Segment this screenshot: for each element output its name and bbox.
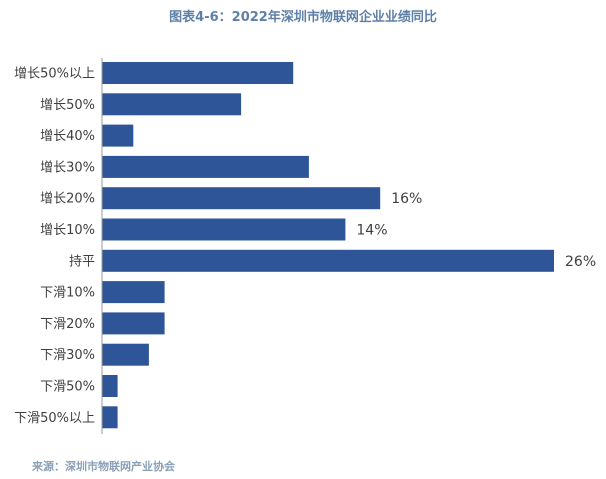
data-labels-layer: 16%14% 26% bbox=[356, 191, 596, 270]
bar-8 bbox=[102, 312, 165, 335]
data-label-4: 16% bbox=[391, 191, 422, 207]
bar-11 bbox=[102, 406, 118, 429]
bar-0 bbox=[102, 62, 294, 84]
bars-layer bbox=[102, 62, 554, 429]
category-label-5: 增长10% bbox=[40, 223, 95, 238]
category-label-6: 持平 bbox=[69, 254, 95, 269]
category-label-0: 增长50%以上 bbox=[14, 67, 95, 82]
bar-4 bbox=[102, 187, 381, 210]
bar-5 bbox=[102, 218, 346, 241]
bar-3 bbox=[102, 155, 309, 178]
category-label-2: 增长40% bbox=[40, 129, 95, 144]
category-label-9: 下滑30% bbox=[40, 348, 95, 363]
data-label-5: 14% bbox=[356, 223, 387, 239]
category-label-7: 下滑10% bbox=[40, 286, 95, 301]
bar-7 bbox=[102, 281, 165, 304]
chart-title: 图表4-6：2022年深圳市物联网企业业绩同比 bbox=[169, 10, 437, 25]
bar-1 bbox=[102, 93, 242, 116]
category-label-1: 增长50% bbox=[40, 98, 95, 113]
bar-10 bbox=[102, 375, 118, 397]
bar-6 bbox=[102, 249, 554, 272]
category-label-10: 下滑50% bbox=[40, 380, 95, 395]
source-note: 来源：深圳市物联网产业协会 bbox=[32, 460, 175, 473]
category-label-3: 增长30% bbox=[40, 160, 95, 175]
bar-9 bbox=[102, 343, 149, 366]
category-label-4: 增长20% bbox=[40, 192, 95, 207]
category-label-8: 下滑20% bbox=[40, 317, 95, 332]
data-label-6: 26% bbox=[565, 254, 596, 270]
category-label-11: 下滑50%以上 bbox=[14, 411, 95, 426]
bar-2 bbox=[102, 124, 134, 147]
